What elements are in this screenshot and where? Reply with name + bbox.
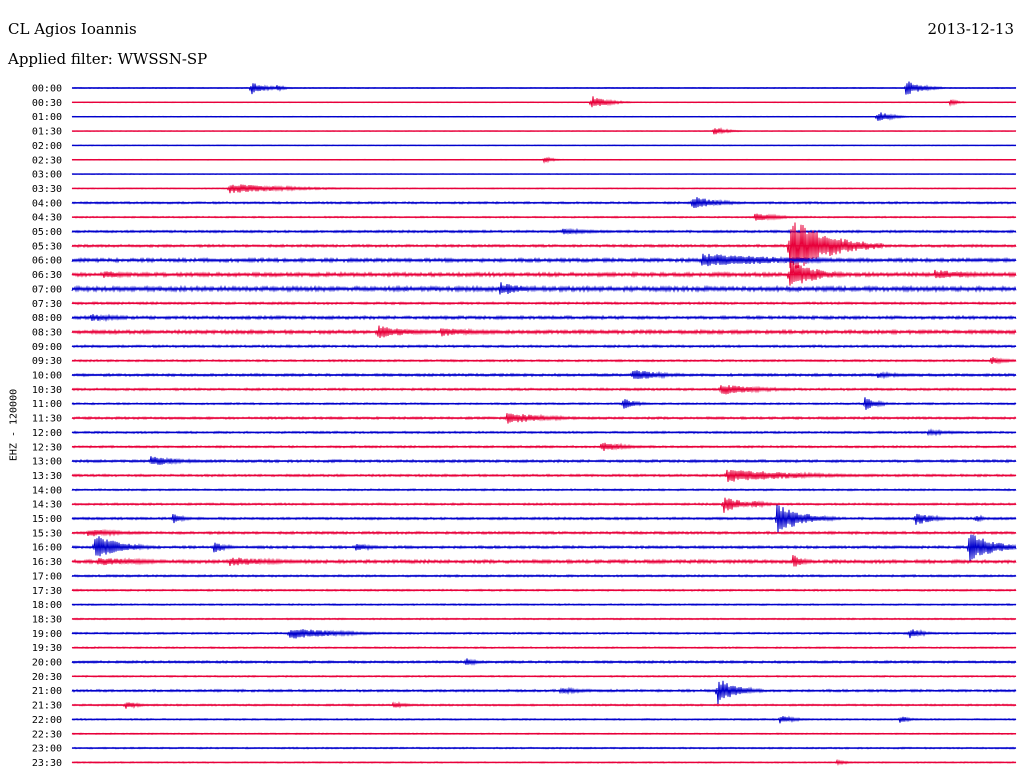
- filter-label: Applied filter: WWSSN-SP: [8, 50, 208, 68]
- row-time-label: 15:00: [32, 514, 62, 525]
- trace-row-1430: [71, 497, 1017, 513]
- row-time-label: 14:30: [32, 500, 62, 511]
- row-time-label: 23:00: [32, 744, 62, 755]
- row-time-label: 17:00: [32, 571, 62, 582]
- row-time-label: 23:30: [32, 758, 62, 769]
- date-label: 2013-12-13: [927, 20, 1014, 38]
- row-time-label: 12:00: [32, 428, 62, 439]
- row-time-label: 20:00: [32, 658, 62, 669]
- row-time-label: 08:00: [32, 313, 62, 324]
- station-title: CL Agios Ioannis: [8, 20, 137, 38]
- trace-row-1630: [71, 555, 1017, 567]
- row-time-label: 00:30: [32, 98, 62, 109]
- row-time-label: 07:00: [32, 284, 62, 295]
- row-time-label: 13:00: [32, 457, 62, 468]
- row-time-label: 09:00: [32, 342, 62, 353]
- row-time-label: 20:30: [32, 672, 62, 683]
- row-time-label: 12:30: [32, 442, 62, 453]
- row-time-label: 03:30: [32, 184, 62, 195]
- row-time-label: 05:30: [32, 241, 62, 252]
- row-time-label: 08:30: [32, 327, 62, 338]
- row-time-label: 13:30: [32, 471, 62, 482]
- row-time-label: 19:00: [32, 629, 62, 640]
- row-time-label: 15:30: [32, 528, 62, 539]
- row-time-label: 00:00: [32, 84, 62, 95]
- row-time-label: 11:00: [32, 399, 62, 410]
- row-time-label: 21:00: [32, 686, 62, 697]
- row-time-label: 02:00: [32, 141, 62, 152]
- row-time-label: 04:30: [32, 213, 62, 224]
- row-time-label: 11:30: [32, 414, 62, 425]
- row-time-label: 06:00: [32, 256, 62, 267]
- row-time-label: 22:30: [32, 729, 62, 740]
- row-time-label: 07:30: [32, 299, 62, 310]
- row-time-label: 22:00: [32, 715, 62, 726]
- row-time-label: 16:00: [32, 543, 62, 554]
- row-time-label: 06:30: [32, 270, 62, 281]
- row-time-label: 10:30: [32, 385, 62, 396]
- row-time-label: 16:30: [32, 557, 62, 568]
- row-time-label: 02:30: [32, 155, 62, 166]
- trace-row-0630: [71, 260, 1017, 286]
- row-time-label: 18:30: [32, 614, 62, 625]
- row-time-label: 09:30: [32, 356, 62, 367]
- row-time-label: 14:00: [32, 485, 62, 496]
- row-time-label: 17:30: [32, 586, 62, 597]
- row-time-label: 21:30: [32, 701, 62, 712]
- row-time-label: 04:00: [32, 198, 62, 209]
- trace-row-2100: [71, 680, 1017, 705]
- row-time-label: 01:30: [32, 127, 62, 138]
- row-time-label: 10:00: [32, 371, 62, 382]
- row-time-label: 01:00: [32, 112, 62, 123]
- row-time-label: 19:30: [32, 643, 62, 654]
- row-time-label: 03:00: [32, 170, 62, 181]
- row-time-label: 05:00: [32, 227, 62, 238]
- row-time-label: 18:00: [32, 600, 62, 611]
